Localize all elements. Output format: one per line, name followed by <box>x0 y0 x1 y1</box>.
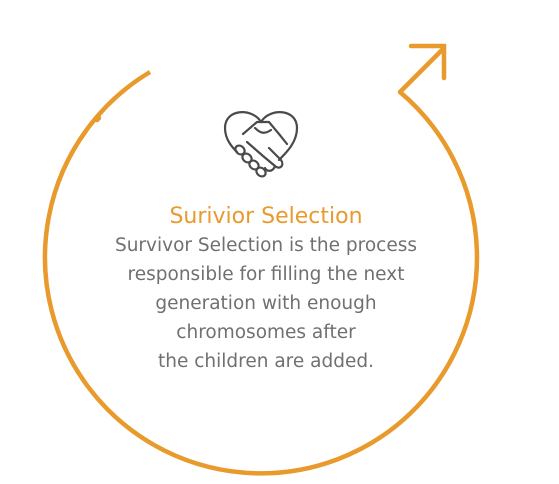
section-title: Surivior Selection <box>169 204 363 229</box>
description-line: Survivor Selection is the process <box>114 235 418 256</box>
description-line: chromosomes after <box>176 322 356 343</box>
description-line: the children are added. <box>158 351 374 372</box>
description-line: responsible for filling the next <box>127 264 405 285</box>
arrow-head <box>397 43 447 95</box>
description-line: generation with enough <box>155 293 377 314</box>
cycle-arrow-tail <box>94 115 102 123</box>
cycle-ring <box>42 70 480 476</box>
handshake-heart-icon <box>223 111 299 178</box>
